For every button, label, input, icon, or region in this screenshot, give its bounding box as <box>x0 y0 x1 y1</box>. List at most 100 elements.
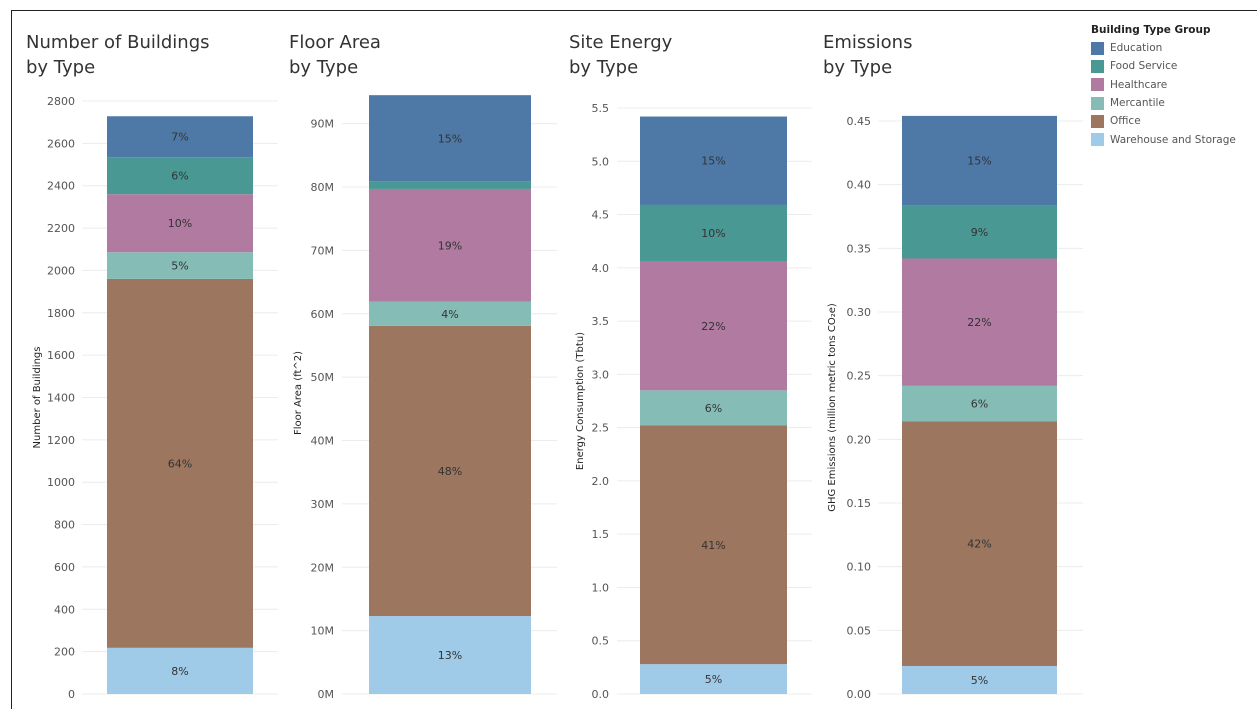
y-axis-label: Number of Buildings <box>32 347 43 449</box>
legend-label: Education <box>1110 42 1163 55</box>
bar-segment <box>369 181 531 189</box>
y-axis-label: GHG Emissions (million metric tons CO₂e) <box>827 303 838 512</box>
y-tick-label: 0 <box>68 688 75 701</box>
bar-segment <box>902 115 1057 206</box>
bar-segment <box>107 194 253 253</box>
chart-title: by Type <box>823 57 892 78</box>
y-tick-label: 0.5 <box>592 635 610 648</box>
segment-label: 19% <box>438 239 462 252</box>
legend-item[interactable]: Education <box>1091 39 1251 57</box>
chart-title: Emissions <box>823 32 912 53</box>
bar-segment <box>369 616 531 694</box>
legend-swatch <box>1091 59 1104 73</box>
legend-item[interactable]: Mercantile <box>1091 94 1251 112</box>
y-tick-label: 400 <box>54 603 75 616</box>
bar-segment <box>107 647 253 694</box>
y-tick-label: 0M <box>318 688 335 701</box>
y-tick-label: 5.5 <box>592 102 610 115</box>
dashboard-frame <box>11 10 1257 709</box>
legend: Building Type Group Education Food Servic… <box>1091 24 1251 149</box>
legend-label: Warehouse and Storage <box>1110 133 1236 146</box>
segment-label: 15% <box>967 154 991 167</box>
chart-title: Number of Buildings <box>26 32 210 53</box>
y-tick-label: 1200 <box>47 434 75 447</box>
y-tick-label: 2000 <box>47 264 75 277</box>
segment-label: 13% <box>438 649 462 662</box>
bar-segment <box>640 261 787 391</box>
segment-label: 6% <box>971 398 988 411</box>
y-tick-label: 70M <box>311 244 335 257</box>
bar-segment <box>640 116 787 205</box>
legend-label: Healthcare <box>1110 78 1168 91</box>
legend-item[interactable]: Office <box>1091 112 1251 130</box>
segment-label: 15% <box>701 155 725 168</box>
chart-panel: Emissions by Type 0.00 0.05 0.10 0.15 0.20 0.25… <box>823 32 1083 701</box>
segment-label: 5% <box>705 673 722 686</box>
y-tick-label: 40M <box>311 435 335 448</box>
segment-label: 10% <box>168 217 192 230</box>
y-tick-label: 0.15 <box>847 497 872 510</box>
bar-segment <box>640 425 787 665</box>
y-tick-label: 1800 <box>47 307 75 320</box>
segment-label: 10% <box>701 227 725 240</box>
segment-label: 6% <box>171 170 188 183</box>
bar-segment <box>107 116 253 158</box>
bar-segment <box>107 278 253 648</box>
legend-swatch <box>1091 96 1104 110</box>
segment-label: 9% <box>971 226 988 239</box>
legend-item[interactable]: Healthcare <box>1091 76 1251 94</box>
segment-label: 48% <box>438 465 462 478</box>
y-tick-label: 60M <box>311 308 335 321</box>
y-tick-label: 1000 <box>47 476 75 489</box>
bar-segment <box>369 325 531 617</box>
segment-label: 41% <box>701 539 725 552</box>
y-tick-label: 0.00 <box>847 688 872 701</box>
segment-label: 22% <box>701 320 725 333</box>
segment-label: 5% <box>171 260 188 273</box>
y-tick-label: 0.45 <box>847 115 872 128</box>
y-tick-label: 0.25 <box>847 370 872 383</box>
y-tick-label: 0.40 <box>847 179 872 192</box>
segment-label: 42% <box>967 538 991 551</box>
segment-label: 15% <box>438 132 462 145</box>
y-tick-label: 30M <box>311 498 335 511</box>
legend-swatch <box>1091 41 1104 55</box>
bar-segment <box>640 664 787 694</box>
legend-label: Mercantile <box>1110 97 1165 110</box>
bar-segment <box>902 421 1057 666</box>
segment-label: 5% <box>971 674 988 687</box>
y-tick-label: 0.20 <box>847 433 872 446</box>
y-tick-label: 1.5 <box>592 528 610 541</box>
segment-label: 6% <box>705 402 722 415</box>
legend-items: Education Food Service Healthcare Mercantil… <box>1091 39 1251 149</box>
y-tick-label: 600 <box>54 561 75 574</box>
y-tick-label: 0.0 <box>592 688 610 701</box>
y-tick-label: 80M <box>311 181 335 194</box>
legend-title: Building Type Group <box>1091 24 1211 36</box>
y-tick-label: 2.0 <box>592 475 610 488</box>
y-axis-label: Energy Consumption (Tbtu) <box>575 332 586 470</box>
segment-label: 22% <box>967 316 991 329</box>
legend-item[interactable]: Warehouse and Storage <box>1091 130 1251 148</box>
chart-title: by Type <box>289 57 358 78</box>
chart-panel: Floor Area by Type 0M 10M 20M 30M 40M 50M 60M 70M… <box>289 32 557 701</box>
y-tick-label: 1.0 <box>592 581 610 594</box>
y-tick-label: 4.5 <box>592 209 610 222</box>
y-tick-label: 2600 <box>47 137 75 150</box>
y-tick-label: 3.0 <box>592 368 610 381</box>
y-tick-label: 4.0 <box>592 262 610 275</box>
y-tick-label: 1600 <box>47 349 75 362</box>
y-tick-label: 90M <box>311 118 335 131</box>
legend-item[interactable]: Food Service <box>1091 57 1251 75</box>
bar-segment <box>107 157 253 195</box>
chart-title: Site Energy <box>569 32 673 53</box>
legend-label: Office <box>1110 115 1141 128</box>
y-tick-label: 0.35 <box>847 242 872 255</box>
chart-title: by Type <box>569 57 638 78</box>
y-tick-label: 20M <box>311 561 335 574</box>
y-tick-label: 0.05 <box>847 624 872 637</box>
bar-segment <box>107 252 253 279</box>
chart-panel: Number of Buildings by Type 0 200 400 600 800 1… <box>26 32 278 701</box>
segment-label: 64% <box>168 457 192 470</box>
y-tick-label: 2400 <box>47 180 75 193</box>
